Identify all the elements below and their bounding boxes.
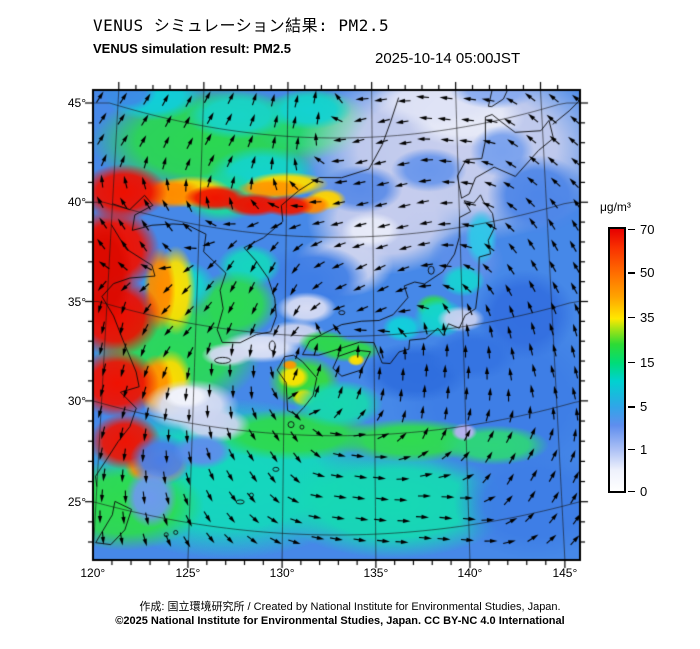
page-subtitle: VENUS simulation result: PM2.5 [93, 41, 291, 56]
colorbar-tick [628, 448, 635, 451]
colorbar-tick [628, 316, 635, 319]
credit-line: 作成: 国立環境研究所 / Created by National Instit… [139, 601, 561, 613]
lon-tick-label: 120° [80, 566, 106, 580]
colorbar-gradient [608, 227, 626, 493]
colorbar-tick [628, 406, 635, 408]
colorbar-tick-label: 35 [640, 309, 655, 325]
colorbar-tick-label: 15 [640, 354, 655, 370]
colorbar-tick [628, 361, 635, 364]
colorbar-unit-label: μg/m³ [600, 200, 631, 214]
copyright-line: ©2025 National Institute for Environment… [115, 615, 565, 627]
page-title: VENUS シミュレーション結果: PM2.5 [93, 16, 390, 35]
lon-tick-label: 145° [552, 566, 578, 580]
colorbar-tick-label: 0 [640, 483, 648, 499]
colorbar-tick [628, 490, 635, 493]
lat-tick-label: 25° [67, 494, 86, 509]
lon-tick-label: 140° [457, 566, 483, 580]
lat-tick-label: 30° [67, 393, 86, 408]
lon-tick-label: 135° [363, 566, 389, 580]
lon-tick-label: 125° [175, 566, 201, 580]
timestamp: 2025-10-14 05:00JST [375, 50, 521, 67]
colorbar-tick [628, 228, 635, 231]
colorbar-tick-label: 70 [640, 221, 655, 237]
colorbar-tick [628, 272, 635, 274]
colorbar-tick-label: 50 [640, 265, 655, 281]
lat-tick-label: 35° [67, 294, 86, 309]
colorbar-tick-label: 5 [640, 399, 648, 415]
lat-tick-label: 45° [67, 96, 86, 110]
colorbar-tick-label: 1 [640, 441, 648, 457]
lon-tick-label: 130° [269, 566, 295, 580]
lat-tick-label: 40° [67, 195, 86, 210]
